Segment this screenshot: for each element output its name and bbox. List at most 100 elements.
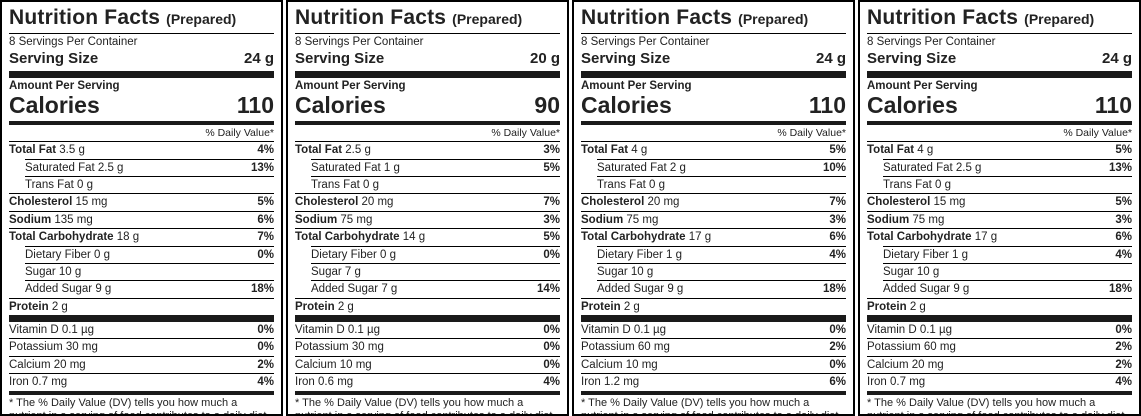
serving-size-value: 24 g <box>243 50 274 67</box>
nutrient-row: Total Fat 4 g 5% <box>581 141 846 158</box>
nutrient-row: Sugar 10 g <box>597 262 846 280</box>
calories-value: 90 <box>534 92 560 118</box>
nutrient-name: Sodium <box>9 213 55 226</box>
nutrient-row: Total Fat 2.5 g 3% <box>295 141 560 158</box>
nutrient-amount: 0.1 µg <box>919 324 953 337</box>
nutrient-amount: 135 mg <box>54 213 93 226</box>
daily-value-header: % Daily Value* <box>205 127 274 140</box>
footnote: * The % Daily Value (DV) tells you how m… <box>9 396 270 416</box>
nutrient-amount: 10 g <box>58 265 82 278</box>
serving-size-label: Serving Size <box>9 50 99 67</box>
nutrient-daily-value: 0% <box>257 324 274 337</box>
nutrient-amount: 0.7 mg <box>32 376 68 389</box>
amount-per-serving: Amount Per Serving <box>295 80 406 92</box>
calories-value: 110 <box>808 92 846 118</box>
nutrient-name: Cholesterol <box>867 196 934 209</box>
nutrient-row: Added Sugar 9 g 18% <box>883 280 1132 297</box>
nutrient-daily-value: 4% <box>257 144 274 157</box>
nutrient-amount: 1 g <box>383 161 400 174</box>
nutrient-name: Potassium <box>581 341 638 354</box>
daily-value-header: % Daily Value* <box>777 127 846 140</box>
nutrient-amount: 2 g <box>909 300 926 313</box>
nutrient-amount: 0.1 µg <box>347 324 381 337</box>
nutrient-amount: 7 g <box>344 265 361 278</box>
nutrient-row: Total Carbohydrate 18 g 7% <box>9 228 274 245</box>
serving-size-label: Serving Size <box>581 50 671 67</box>
nutrient-table: Total Fat 3.5 g 4% Saturated Fat 2.5 g 13% T… <box>9 141 274 315</box>
nutrient-name: Vitamin D <box>867 324 920 337</box>
nutrient-name: Iron <box>581 376 605 389</box>
nutrient-row: Dietary Fiber 0 g 0% <box>311 245 560 263</box>
nutrient-name: Iron <box>9 376 33 389</box>
nutrient-row: Trans Fat 0 g <box>25 176 274 193</box>
divider-thick <box>867 71 1132 78</box>
divider-thick <box>295 71 560 78</box>
nutrient-daily-value: 2% <box>829 341 846 354</box>
serving-size-value: 24 g <box>1101 50 1132 67</box>
label-title-suffix: (Prepared) <box>738 11 809 27</box>
nutrient-name: Added Sugar <box>597 283 668 296</box>
amount-per-serving: Amount Per Serving <box>9 80 120 92</box>
nutrient-amount: 0 g <box>76 179 93 192</box>
daily-value-header: % Daily Value* <box>1063 127 1132 140</box>
nutrient-name: Added Sugar <box>311 283 382 296</box>
nutrient-amount: 14 g <box>402 231 426 244</box>
amount-per-serving: Amount Per Serving <box>867 80 978 92</box>
nutrient-row: Dietary Fiber 0 g 0% <box>25 245 274 263</box>
nutrient-name: Total Carbohydrate <box>9 231 117 244</box>
nutrient-daily-value: 4% <box>829 248 846 261</box>
nutrient-name: Total Fat <box>295 144 346 157</box>
nutrient-name: Dietary Fiber <box>597 248 667 261</box>
nutrient-amount: 2.5 g <box>97 161 124 174</box>
calories-row: Calories 90 <box>295 92 560 121</box>
nutrient-row: Iron 0.6 mg 4% <box>295 373 560 390</box>
divider-medium <box>295 121 560 126</box>
calories-label: Calories <box>295 92 386 118</box>
nutrient-row: Saturated Fat 2.5 g 13% <box>883 158 1132 176</box>
nutrient-amount: 9 g <box>667 283 684 296</box>
nutrient-row: Total Fat 3.5 g 4% <box>9 141 274 158</box>
vitamin-table: Vitamin D 0.1 µg 0% Potassium 30 mg 0% Calci… <box>9 322 274 391</box>
nutrient-table: Total Fat 4 g 5% Saturated Fat 2.5 g 13% Tra… <box>867 141 1132 315</box>
nutrient-name: Iron <box>867 376 891 389</box>
nutrient-name: Dietary Fiber <box>25 248 95 261</box>
nutrient-daily-value: 3% <box>829 213 846 226</box>
nutrient-amount: 0.7 mg <box>890 376 926 389</box>
nutrient-row: Iron 0.7 mg 4% <box>9 373 274 390</box>
label-title: Nutrition Facts <box>295 6 447 29</box>
nutrient-row: Saturated Fat 2 g 10% <box>597 158 846 176</box>
nutrient-row: Vitamin D 0.1 µg 0% <box>295 322 560 338</box>
vitamin-table: Vitamin D 0.1 µg 0% Potassium 60 mg 2% Calci… <box>867 322 1132 391</box>
nutrient-daily-value: 0% <box>543 341 560 354</box>
nutrient-name: Total Fat <box>867 144 918 157</box>
nutrient-row: Calcium 10 mg 0% <box>581 355 846 373</box>
nutrient-daily-value: 6% <box>1115 231 1132 244</box>
nutrient-table: Total Fat 2.5 g 3% Saturated Fat 1 g 5% Tran… <box>295 141 560 315</box>
nutrient-amount: 0 g <box>94 248 111 261</box>
nutrient-amount: 0.1 µg <box>633 324 667 337</box>
nutrient-amount: 18 g <box>116 231 140 244</box>
nutrient-row: Cholesterol 15 mg 5% <box>867 193 1132 210</box>
nutrient-daily-value: 18% <box>822 283 846 296</box>
nutrient-amount: 2 g <box>337 300 354 313</box>
nutrition-facts-label: Nutrition Facts (Prepared) 8 Servings Pe… <box>0 0 283 416</box>
calories-label: Calories <box>9 92 100 118</box>
nutrient-daily-value: 0% <box>257 248 274 261</box>
nutrient-daily-value: 7% <box>257 231 274 244</box>
nutrient-name: Saturated Fat <box>25 161 98 174</box>
nutrient-amount: 75 mg <box>626 213 659 226</box>
nutrient-row: Total Fat 4 g 5% <box>867 141 1132 158</box>
label-title-suffix: (Prepared) <box>452 11 523 27</box>
nutrient-name: Total Fat <box>9 144 60 157</box>
vitamin-table: Vitamin D 0.1 µg 0% Potassium 30 mg 0% Calci… <box>295 322 560 391</box>
nutrient-daily-value: 13% <box>250 161 274 174</box>
serving-size-row: Serving Size 24 g <box>867 49 1132 71</box>
nutrient-row: Added Sugar 9 g 18% <box>597 280 846 297</box>
nutrient-row: Cholesterol 20 mg 7% <box>295 193 560 210</box>
amount-per-serving: Amount Per Serving <box>581 80 692 92</box>
nutrient-name: Protein <box>9 300 52 313</box>
nutrient-row: Total Carbohydrate 17 g 6% <box>581 228 846 245</box>
nutrient-row: Total Carbohydrate 17 g 6% <box>867 228 1132 245</box>
nutrient-row: Sodium 75 mg 3% <box>581 210 846 228</box>
nutrient-name: Saturated Fat <box>883 161 956 174</box>
